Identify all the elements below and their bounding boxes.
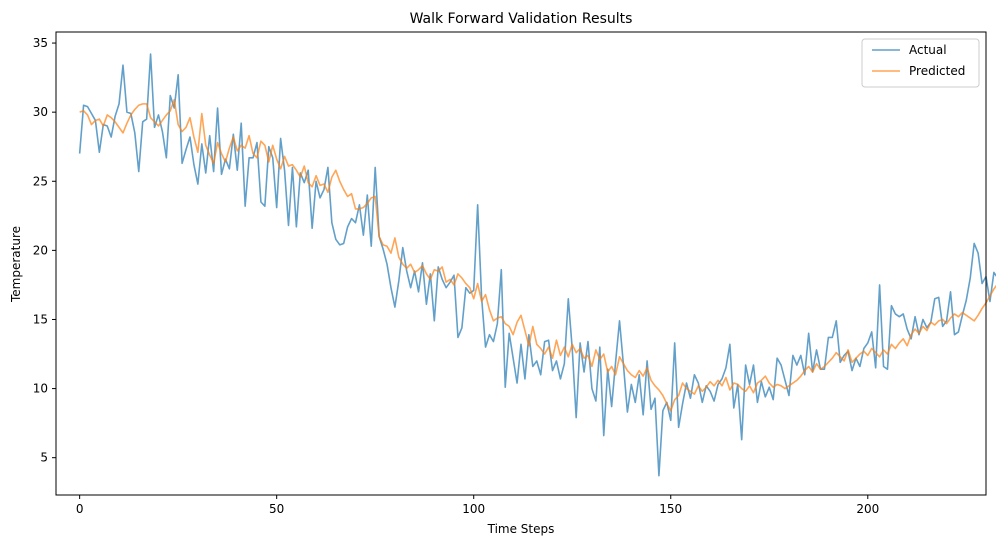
- x-tick-label: 200: [856, 502, 879, 516]
- x-axis: 0 50 100 150 200: [76, 495, 879, 516]
- legend-box: [861, 38, 980, 88]
- x-tick-label: 100: [462, 502, 485, 516]
- y-tick-label: 20: [33, 243, 48, 257]
- y-tick-label: 10: [33, 382, 48, 396]
- y-axis: 5 10 15 20 25 30 35: [33, 36, 56, 465]
- x-tick-label: 150: [659, 502, 682, 516]
- y-axis-label: Temperature: [9, 226, 23, 303]
- x-tick-label: 0: [76, 502, 84, 516]
- y-tick-label: 30: [33, 105, 48, 119]
- plot-frame: [55, 31, 987, 496]
- y-tick-label: 35: [33, 36, 48, 50]
- x-tick-label: 50: [269, 502, 284, 516]
- legend-label-actual: Actual: [909, 43, 947, 57]
- series-line-predicted: [79, 98, 996, 412]
- chart-title: Walk Forward Validation Results: [410, 11, 633, 27]
- legend-label-predicted: Predicted: [909, 64, 965, 78]
- x-axis-label: Time Steps: [487, 522, 555, 536]
- y-tick-label: 5: [40, 451, 48, 465]
- y-tick-label: 25: [33, 174, 48, 188]
- y-tick-label: 15: [33, 312, 48, 326]
- plot-area: [78, 53, 996, 477]
- legend: Actual Predicted: [861, 38, 980, 88]
